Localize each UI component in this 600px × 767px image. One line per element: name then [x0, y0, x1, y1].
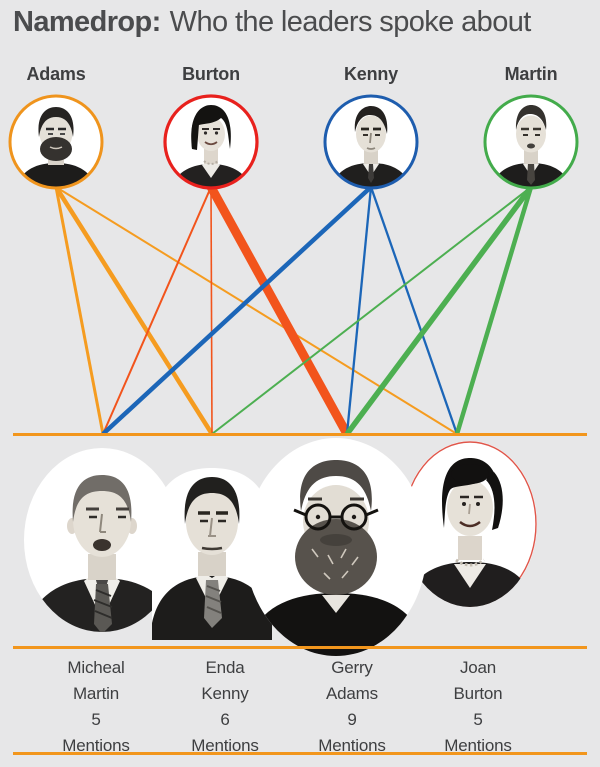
mentioned-first-name: Enda — [205, 658, 245, 677]
mention-count: 9 — [347, 710, 357, 729]
divider-top — [13, 433, 587, 436]
mention-unit: Mentions — [62, 736, 130, 755]
divider-middle — [13, 646, 587, 649]
burton-portrait-icon — [163, 94, 259, 190]
gerry-adams-photo-icon — [245, 438, 427, 656]
mention-unit: Mentions — [191, 736, 259, 755]
mention-label-enda-kenny: Enda Kenny 6 Mentions — [160, 655, 290, 759]
speaker-name-burton: Burton — [182, 64, 240, 84]
adams-portrait-icon — [8, 94, 104, 190]
martin-portrait-icon — [483, 94, 579, 190]
mentioned-last-name: Burton — [453, 684, 503, 703]
speaker-name-martin: Martin — [504, 64, 558, 84]
mention-count: 5 — [473, 710, 483, 729]
enda-kenny-photo-icon — [152, 468, 272, 640]
micheal-martin-photo-icon — [24, 448, 180, 632]
mention-unit: Mentions — [444, 736, 512, 755]
mentioned-last-name: Adams — [326, 684, 378, 703]
title-prefix: Namedrop: — [13, 6, 161, 38]
divider-bottom — [13, 752, 587, 755]
joan-burton-photo-icon — [403, 441, 537, 607]
mention-count: 5 — [91, 710, 101, 729]
speaker-name-adams: Adams — [26, 64, 86, 84]
mentioned-first-name: Joan — [459, 658, 497, 677]
kenny-portrait-icon — [323, 94, 419, 190]
mentioned-last-name: Kenny — [201, 684, 249, 703]
page-title: Namedrop: Who the leaders spoke about — [13, 6, 531, 39]
mentioned-first-name: Micheal — [67, 658, 125, 677]
mention-label-joan-burton: Joan Burton 5 Mentions — [413, 655, 543, 759]
mentioned-first-name: Gerry — [331, 658, 373, 677]
mention-label-micheal-martin: Micheal Martin 5 Mentions — [31, 655, 161, 759]
mentioned-last-name: Martin — [72, 684, 120, 703]
mention-count: 6 — [220, 710, 230, 729]
title-rest: Who the leaders spoke about — [169, 6, 532, 38]
mention-unit: Mentions — [318, 736, 386, 755]
speaker-name-kenny: Kenny — [343, 64, 398, 84]
mention-label-gerry-adams: Gerry Adams 9 Mentions — [287, 655, 417, 759]
